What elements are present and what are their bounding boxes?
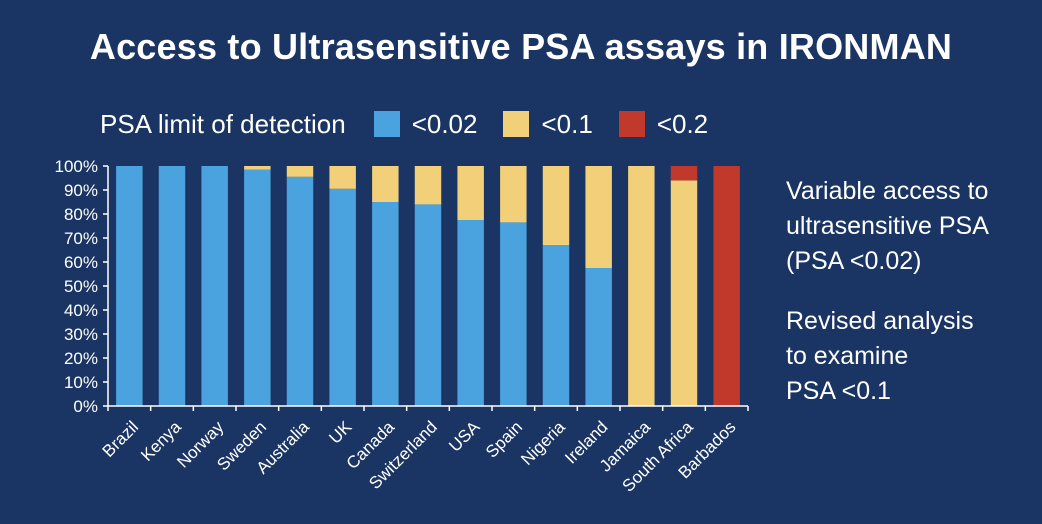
- y-tick-label: 40%: [64, 301, 98, 320]
- bar-spain-series-1: [500, 166, 527, 223]
- y-tick-label: 20%: [64, 349, 98, 368]
- bar-uk-series-0: [329, 188, 356, 406]
- bar-spain-series-0: [500, 222, 527, 406]
- legend-label-1: <0.1: [541, 108, 593, 139]
- y-tick-label: 0%: [73, 397, 98, 416]
- y-tick-label: 60%: [64, 253, 98, 272]
- legend-label-2: <0.2: [656, 108, 709, 139]
- bar-barbados-series-2: [713, 166, 740, 406]
- y-tick-label: 70%: [64, 229, 98, 248]
- y-tick-label: 10%: [64, 373, 98, 392]
- bar-jamaica-series-1: [628, 166, 655, 406]
- bar-brazil-series-0: [116, 166, 143, 406]
- bar-south-africa-series-2: [670, 166, 698, 181]
- bar-canada-series-0: [372, 202, 399, 406]
- note-revised-analysis: Revised analysis to examine PSA <0.1: [786, 307, 974, 405]
- bar-usa-series-1: [457, 166, 484, 220]
- y-tick-label: 100%: [55, 157, 98, 176]
- y-tick-label: 50%: [64, 277, 98, 296]
- x-tick-label: Nigeria: [517, 417, 569, 469]
- legend-item-2: <0.2: [618, 108, 709, 140]
- x-tick-label: UK: [325, 417, 356, 448]
- bar-sweden-series-0: [244, 169, 271, 406]
- bar-switzerland-series-0: [414, 204, 442, 406]
- bar-ireland-series-0: [585, 268, 612, 406]
- bar-nigeria-series-1: [542, 166, 570, 246]
- bar-ireland-series-1: [585, 166, 612, 268]
- legend-title: PSA limit of detection: [100, 108, 346, 139]
- note-variable-access: Variable access to ultrasensitive PSA (P…: [786, 177, 989, 275]
- bar-switzerland-series-1: [414, 166, 442, 205]
- y-tick-label: 90%: [64, 181, 98, 200]
- chart-legend: PSA limit of detection <0.02 <0.1 <0.2: [100, 106, 734, 142]
- legend-item-1: <0.1: [503, 108, 593, 140]
- bar-sweden-series-1: [244, 166, 271, 170]
- legend-swatch-2: [618, 111, 645, 137]
- y-tick-label: 80%: [64, 205, 98, 224]
- bar-usa-series-0: [457, 220, 484, 406]
- bar-australia-series-1: [286, 166, 314, 177]
- legend-swatch-0: [373, 111, 400, 137]
- legend-label-0: <0.02: [411, 108, 478, 139]
- bar-uk-series-1: [329, 166, 356, 189]
- bar-nigeria-series-0: [542, 245, 570, 406]
- legend-swatch-1: [503, 111, 530, 137]
- bar-south-africa-series-1: [670, 180, 698, 406]
- x-tick-label: Brazil: [99, 417, 142, 460]
- bar-australia-series-0: [286, 176, 314, 406]
- bar-kenya-series-0: [158, 166, 186, 406]
- bar-norway-series-0: [201, 166, 228, 406]
- legend-item-0: <0.02: [373, 108, 478, 140]
- chart-title: Access to Ultrasensitive PSA assays in I…: [89, 26, 953, 67]
- x-tick-label: USA: [445, 417, 484, 456]
- bar-canada-series-1: [372, 166, 399, 202]
- y-tick-label: 30%: [64, 325, 98, 344]
